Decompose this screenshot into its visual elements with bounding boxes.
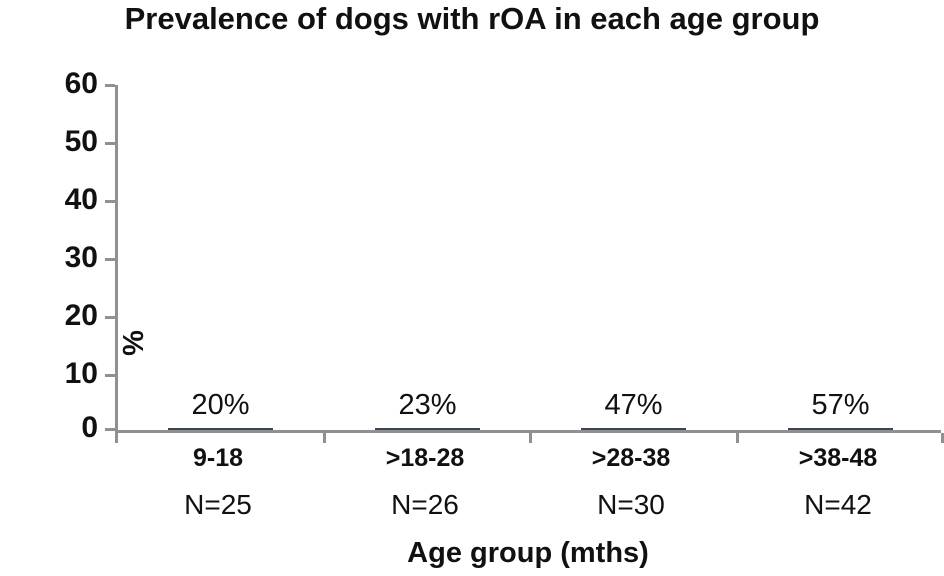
sample-size-label: N=42 xyxy=(804,489,872,520)
bar xyxy=(581,428,686,430)
y-axis-label: % xyxy=(118,330,150,356)
x-category-label: >38-48 xyxy=(798,444,878,472)
x-tick-mark xyxy=(115,433,118,443)
bar xyxy=(788,428,893,430)
plot-area: 60 50 40 30 20 10 0 % 20% 23% 47% 57% xyxy=(65,67,944,444)
bar-value-label: 20% xyxy=(191,389,250,421)
bar-group: 47% xyxy=(581,389,686,430)
bar-group: 20% xyxy=(168,389,273,430)
sample-size-label: N=26 xyxy=(391,489,459,520)
y-tick-mark xyxy=(105,84,115,87)
chart-title: Prevalence of dogs with rOA in each age … xyxy=(124,1,820,36)
y-tick-label: 60 xyxy=(64,67,98,100)
y-tick-mark xyxy=(105,428,115,431)
x-tick-mark xyxy=(941,433,944,443)
x-category-label: >18-28 xyxy=(385,444,465,472)
y-tick-mark xyxy=(105,374,115,377)
bar xyxy=(168,428,273,430)
y-tick-mark xyxy=(105,258,115,261)
x-tick-mark xyxy=(736,433,739,443)
x-tick-mark xyxy=(529,433,532,443)
y-tick-mark xyxy=(105,142,115,145)
bar-group: 57% xyxy=(788,389,893,430)
bar-value-label: 57% xyxy=(811,389,870,421)
x-axis-label: Age group (mths) xyxy=(407,537,649,569)
bar xyxy=(375,428,480,430)
y-tick-label: 20 xyxy=(64,299,98,332)
x-category-label: >28-38 xyxy=(591,444,671,472)
y-tick-label: 0 xyxy=(81,411,98,444)
x-category-label: 9-18 xyxy=(192,444,244,472)
bar-value-label: 47% xyxy=(604,389,663,421)
bar-group: 23% xyxy=(375,389,480,430)
y-tick-label: 30 xyxy=(64,241,98,274)
y-tick-mark xyxy=(105,316,115,319)
y-tick-label: 40 xyxy=(64,183,98,216)
y-tick-label: 50 xyxy=(64,125,98,158)
x-tick-mark xyxy=(323,433,326,443)
bar-value-label: 23% xyxy=(398,389,457,421)
sample-size-label: N=30 xyxy=(597,489,665,520)
y-tick-label: 10 xyxy=(64,357,98,390)
y-tick-mark xyxy=(105,200,115,203)
sample-size-label: N=25 xyxy=(184,489,252,520)
